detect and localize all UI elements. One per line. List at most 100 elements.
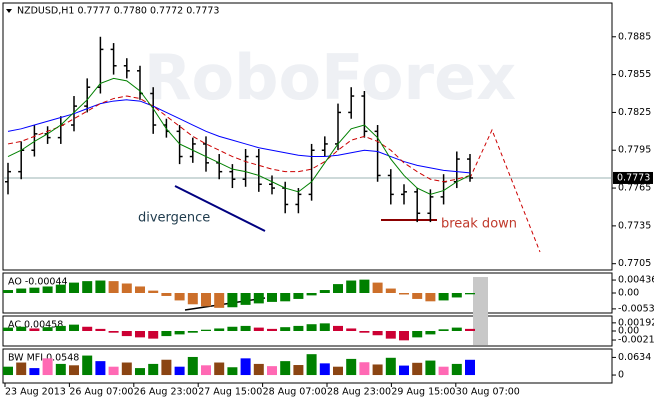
indicator-bar bbox=[29, 328, 40, 331]
indicator-bar bbox=[214, 328, 225, 331]
y-tick-label: 0.7765 bbox=[618, 183, 651, 194]
x-tick-label: 26 Aug 23:00 bbox=[134, 387, 198, 398]
indicator-bar bbox=[385, 331, 396, 339]
y-tick-label: 0.7735 bbox=[618, 220, 651, 231]
indicator-bar bbox=[201, 293, 211, 307]
indicator-bar bbox=[135, 286, 145, 293]
y-tick-label: 0.7705 bbox=[618, 258, 651, 269]
indicator-label: AO -0.00044 bbox=[8, 277, 68, 288]
indicator-bar bbox=[319, 290, 330, 293]
y-tick-label: 0 bbox=[618, 370, 624, 381]
indicator-bar bbox=[42, 358, 53, 376]
indicator-bar bbox=[385, 288, 396, 293]
indicator-bar bbox=[16, 362, 27, 376]
indicator-bar bbox=[69, 282, 79, 293]
indicator-bar bbox=[306, 324, 317, 331]
indicator-bar bbox=[425, 331, 436, 335]
indicator-bar bbox=[465, 293, 475, 295]
indicator-bar bbox=[108, 281, 119, 293]
ao-divergence-line bbox=[184, 297, 266, 311]
indicator-bar bbox=[201, 365, 211, 376]
indicator-bar bbox=[465, 359, 475, 376]
x-tick-label: 28 Aug 23:00 bbox=[327, 387, 391, 398]
indicator-bar bbox=[438, 293, 449, 301]
indicator-bar bbox=[161, 359, 172, 376]
indicator-bar bbox=[227, 293, 238, 308]
indicator-bar bbox=[69, 324, 79, 331]
indicator-bar bbox=[438, 366, 449, 376]
indicator-bar bbox=[42, 327, 53, 331]
indicator-bar bbox=[412, 331, 423, 338]
indicator-bar bbox=[3, 327, 13, 331]
indicator-bar bbox=[412, 293, 423, 299]
indicator-bar bbox=[240, 358, 251, 376]
indicator-bar bbox=[306, 293, 317, 296]
indicator-bar bbox=[227, 326, 238, 331]
menu-arrow bbox=[6, 9, 12, 13]
indicator-bar bbox=[148, 290, 159, 293]
indicator-bar bbox=[399, 331, 409, 341]
indicator-bar bbox=[42, 286, 53, 293]
indicator-bar bbox=[359, 331, 370, 333]
indicator-bar bbox=[333, 366, 343, 376]
y-tick-label: 0.7825 bbox=[618, 107, 651, 118]
y-tick-label: 0.7795 bbox=[618, 145, 651, 156]
watermark: RoboForex bbox=[144, 41, 516, 114]
indicator-bar bbox=[55, 363, 66, 376]
moving-average bbox=[7, 99, 471, 174]
indicator-bar bbox=[293, 293, 304, 299]
indicator-bar bbox=[55, 284, 66, 293]
indicator-bar bbox=[346, 280, 357, 293]
indicator-bar bbox=[399, 293, 409, 295]
indicator-bar bbox=[174, 331, 185, 335]
moving-average bbox=[7, 95, 471, 183]
indicator-bar bbox=[121, 362, 132, 376]
y-tick-label: 0.7885 bbox=[618, 31, 651, 42]
indicator-bar bbox=[82, 281, 93, 293]
indicator-bar bbox=[95, 361, 106, 376]
mfi-panel bbox=[2, 348, 613, 384]
indicator-bar bbox=[227, 367, 238, 376]
indicator-bar bbox=[425, 293, 436, 302]
indicator-bar bbox=[187, 331, 198, 333]
indicator-bar bbox=[121, 331, 132, 337]
indicator-bar bbox=[372, 331, 383, 336]
indicator-bar bbox=[174, 293, 185, 301]
indicator-bar bbox=[3, 366, 13, 376]
x-tick-label: 27 Aug 15:00 bbox=[198, 387, 262, 398]
indicator-bar bbox=[108, 331, 119, 333]
indicator-bar bbox=[55, 325, 66, 331]
indicator-bar bbox=[214, 293, 225, 308]
indicator-bar bbox=[187, 356, 198, 376]
y-tick-label: 0.0634 bbox=[618, 352, 651, 363]
indicator-bar bbox=[465, 328, 475, 331]
current-price-label: 0.7773 bbox=[617, 172, 650, 183]
indicator-bar bbox=[267, 366, 277, 376]
indicator-bar bbox=[161, 331, 172, 337]
indicator-bar bbox=[346, 358, 357, 376]
moving-average bbox=[7, 77, 471, 195]
indicator-bar bbox=[333, 284, 343, 293]
indicator-bar bbox=[385, 357, 396, 376]
indicator-bar bbox=[451, 363, 462, 376]
indicator-bar bbox=[174, 366, 185, 376]
indicator-bar bbox=[451, 327, 462, 331]
indicator-bar bbox=[306, 354, 317, 376]
indicator-bar bbox=[359, 279, 370, 293]
y-tick-label: -0.00213 bbox=[618, 335, 654, 346]
indicator-bar bbox=[135, 368, 145, 376]
indicator-bar bbox=[293, 325, 304, 331]
y-tick-label: -0.00535 bbox=[618, 303, 654, 314]
indicator-bar bbox=[240, 293, 251, 305]
indicator-bar bbox=[3, 290, 13, 293]
y-tick-label: 0.001921 bbox=[618, 317, 654, 328]
indicator-bar bbox=[319, 323, 330, 331]
indicator-bar bbox=[121, 283, 132, 293]
indicator-bar bbox=[372, 364, 383, 376]
x-tick-label: 29 Aug 15:00 bbox=[391, 387, 455, 398]
indicator-bar bbox=[399, 365, 409, 376]
indicator-bar bbox=[16, 288, 27, 293]
current-price-box bbox=[613, 171, 653, 184]
indicator-bar bbox=[29, 287, 40, 293]
